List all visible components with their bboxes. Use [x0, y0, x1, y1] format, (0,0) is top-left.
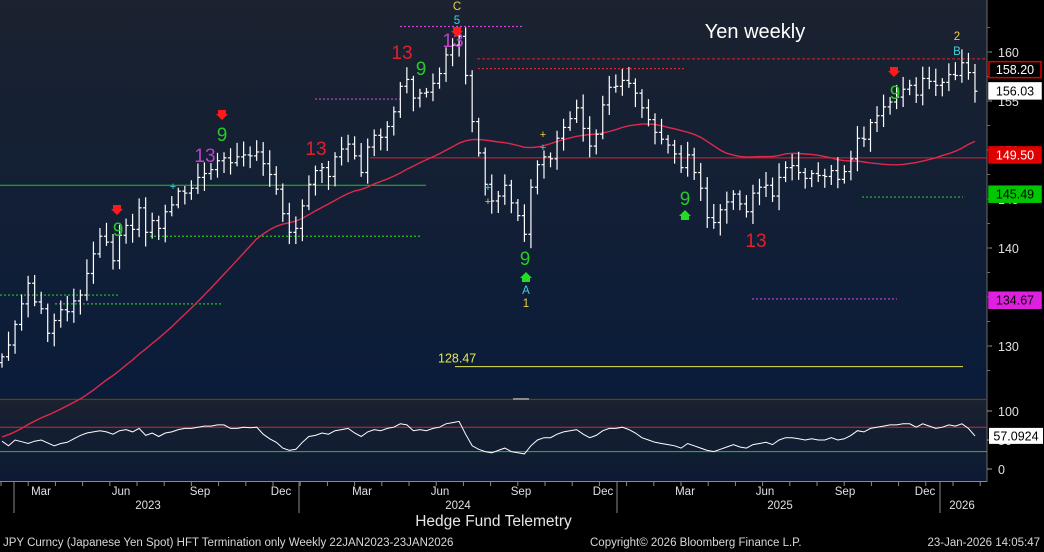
price-tag-box [988, 60, 1042, 79]
sell-arrow-icon [451, 27, 463, 37]
x-month-label: Dec [915, 486, 936, 498]
demark-count-label: 9 [113, 220, 124, 241]
wave-label: 2 [954, 31, 960, 43]
x-month-label: Mar [352, 486, 372, 498]
price-panel-background [0, 0, 987, 398]
x-year-label: 2025 [767, 500, 793, 512]
x-month-label: Mar [31, 486, 51, 498]
y-tick-label-130: 130 [998, 340, 1019, 354]
demark-count-label: 13 [442, 31, 463, 52]
price-tag-box [988, 291, 1042, 309]
y-tick-label-160: 160 [998, 46, 1019, 60]
x-year-label: 2024 [445, 500, 471, 512]
chart-title: Yen weekly [705, 21, 805, 43]
demark-count-label: 13 [305, 139, 326, 160]
price-tag-box [988, 185, 1042, 203]
osc-y-tick-label: 0 [998, 463, 1005, 477]
wave-label: B [953, 46, 961, 58]
wave-label: C [453, 1, 461, 13]
demark-count-label: 13 [194, 146, 215, 167]
demark-count-label: 13 [391, 43, 412, 64]
tdst-plus-marker: + [485, 196, 491, 208]
demark-count-label: 9 [416, 59, 427, 80]
x-month-label: Jun [112, 486, 131, 498]
demark-count-label: 9 [217, 125, 228, 146]
watermark-label: Hedge Fund Telemetry [415, 513, 572, 530]
y-tick-label-140: 140 [998, 242, 1019, 256]
tdst-plus-marker: + [170, 181, 176, 193]
oscillator-panel-background [0, 401, 987, 481]
tdst-plus-marker: + [485, 182, 491, 194]
x-month-label: Jun [756, 486, 775, 498]
x-month-label: Dec [593, 486, 614, 498]
x-month-label: Dec [271, 486, 292, 498]
demark-count-label: 9 [890, 83, 901, 104]
wave-label: 5 [454, 15, 460, 27]
price-tag-label: 158.20 [996, 63, 1034, 77]
tdst-plus-marker: + [540, 129, 546, 141]
price-tag-box [988, 82, 1042, 100]
timestamp-text: 23-Jan-2026 14:05:47 [927, 537, 1040, 549]
x-axis-panel [0, 481, 987, 515]
tdst-plus-marker: + [540, 142, 546, 154]
price-tag-label: 145.49 [996, 188, 1034, 202]
x-month-label: Sep [835, 486, 855, 498]
footer-bar: JPY Curncy (Japanese Yen Spot) HFT Termi… [0, 535, 1044, 552]
price-tag-box [988, 146, 1042, 164]
wave-label: 1 [523, 298, 529, 310]
demark-count-label: 9 [680, 189, 691, 210]
sell-arrow-icon [888, 67, 900, 77]
osc-y-tick-label: 100 [998, 405, 1019, 419]
x-year-label: 2026 [949, 500, 975, 512]
price-tag-label: 134.67 [996, 294, 1034, 308]
oscillator-value-label: 57.0924 [993, 429, 1038, 443]
buy-arrow-icon [520, 272, 532, 282]
moving-average-line [1, 123, 976, 438]
y-axis-panel [987, 0, 1044, 482]
wave-label: A [522, 285, 530, 297]
price-tag-label: 149.50 [996, 148, 1034, 162]
price-tag-label: 156.03 [996, 84, 1034, 98]
tdst-level-label: 128.47 [438, 352, 476, 366]
x-year-label: 2023 [135, 500, 161, 512]
buy-arrow-icon [679, 210, 691, 220]
security-description: JPY Curncy (Japanese Yen Spot) HFT Termi… [3, 537, 454, 549]
oscillator-value-tag [989, 427, 1043, 444]
sell-arrow-icon [111, 205, 123, 215]
demark-count-label: 13 [745, 231, 766, 252]
x-month-label: Jun [431, 486, 450, 498]
x-month-label: Sep [511, 486, 531, 498]
x-month-label: Sep [190, 486, 210, 498]
oscillator-line [1, 420, 976, 455]
demark-count-label: 9 [520, 249, 531, 270]
copyright-text: Copyright© 2026 Bloomberg Finance L.P. [590, 537, 802, 549]
x-month-label: Mar [675, 486, 695, 498]
sell-arrow-icon [216, 110, 228, 120]
